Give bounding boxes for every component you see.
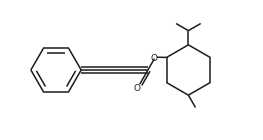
Text: O: O	[134, 84, 141, 93]
Text: O: O	[151, 54, 158, 63]
